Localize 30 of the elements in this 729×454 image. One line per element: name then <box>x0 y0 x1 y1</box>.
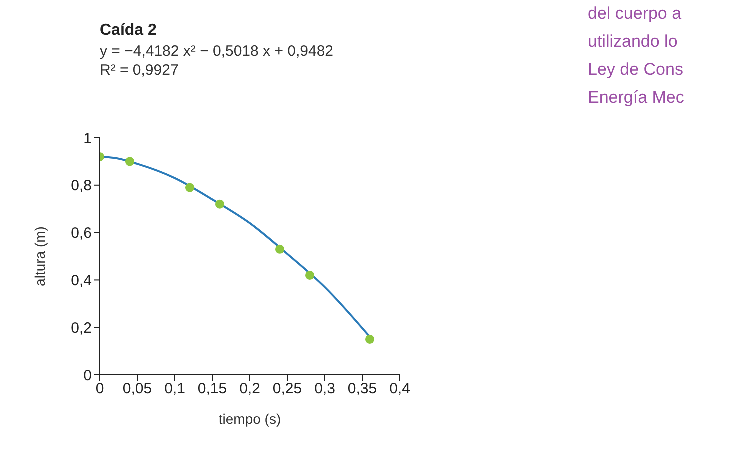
x-tick-label: 0,35 <box>348 380 378 398</box>
x-tick-label: 0 <box>96 380 104 398</box>
y-tick-label: 1 <box>84 130 92 148</box>
y-axis-title: altura (m) <box>32 226 48 286</box>
point <box>215 200 225 209</box>
x-tick-label: 0,2 <box>240 380 260 398</box>
point <box>275 244 285 254</box>
text: Ley de Cons <box>588 59 684 81</box>
y-tick-label: 0,2 <box>71 320 92 337</box>
x-tick-label: 0,05 <box>122 380 152 398</box>
point <box>185 183 195 192</box>
text: utilizando lo <box>588 31 679 53</box>
y-tick-label: 0 <box>84 367 92 384</box>
point <box>305 270 315 280</box>
text: R² = 0,9927 <box>100 61 180 80</box>
x-tick-label: 0,25 <box>272 380 302 398</box>
x-axis-title: tiempo (s) <box>218 411 282 427</box>
text: y = −4,4182 x² − 0,5018 x + 0,9482 <box>100 42 334 61</box>
y-tick-label: 0,8 <box>71 178 92 195</box>
text: Energía Mec <box>588 87 686 109</box>
x-tick-label: 0,1 <box>164 380 186 398</box>
point <box>125 157 135 166</box>
x-tick-label: 0,15 <box>198 380 228 398</box>
y-tick-label: 0,6 <box>71 225 92 242</box>
x-tick-label: 0,3 <box>314 380 336 398</box>
y-tick-label: 0,4 <box>71 272 92 290</box>
point <box>365 334 375 344</box>
text: del cuerpo a <box>588 3 683 25</box>
x-tick-label: 0,4 <box>390 380 410 398</box>
chart-title: Caída 2 <box>100 22 157 40</box>
